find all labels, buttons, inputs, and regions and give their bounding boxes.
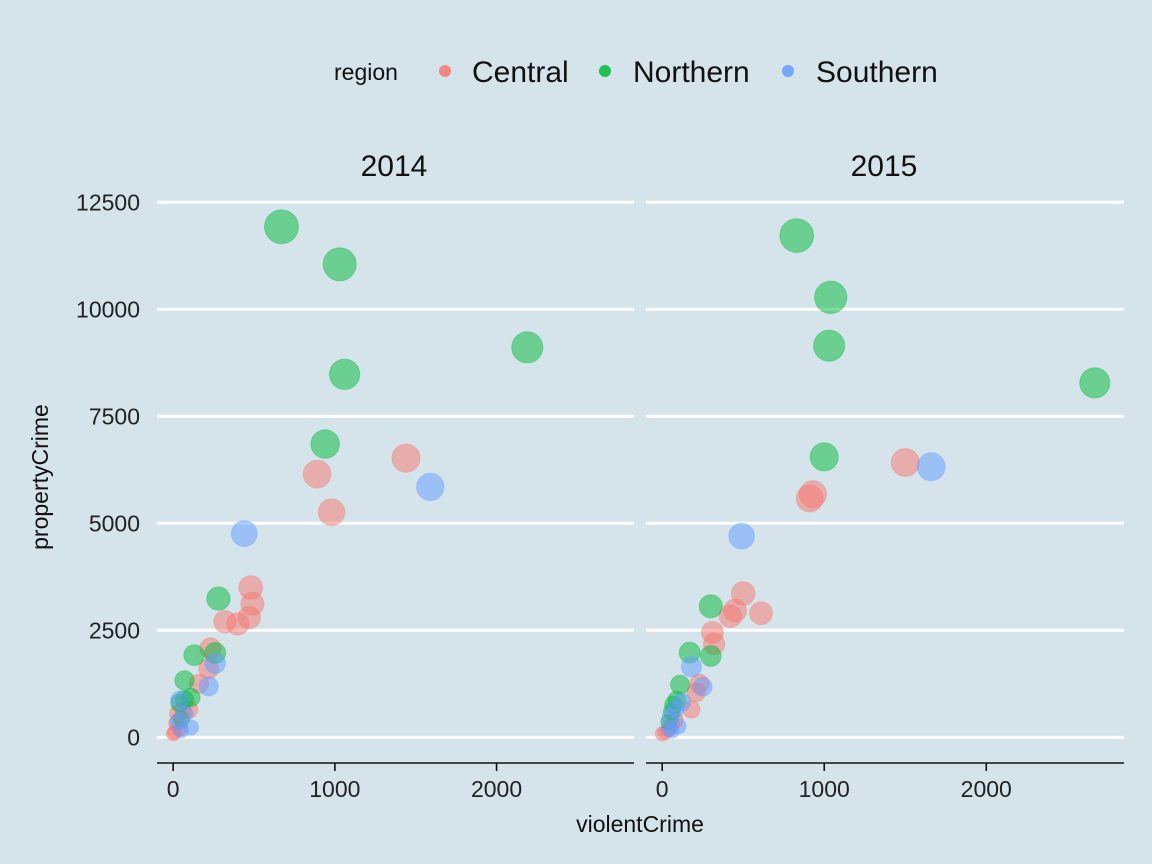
legend-key-northern bbox=[599, 65, 611, 77]
data-point-northern-2014 bbox=[322, 247, 357, 282]
x-tick-label: 0 bbox=[167, 776, 180, 802]
data-point-southern-2015 bbox=[664, 723, 680, 739]
data-point-northern-2014 bbox=[310, 429, 341, 459]
facet-label-2015: 2015 bbox=[851, 150, 918, 183]
data-point-northern-2014 bbox=[183, 644, 206, 666]
y-tick-label: 10000 bbox=[76, 296, 140, 322]
y-tick-label: 5000 bbox=[89, 510, 140, 536]
x-tick-label: 0 bbox=[656, 776, 669, 802]
data-point-southern-2014 bbox=[173, 722, 190, 739]
data-point-southern-2014 bbox=[198, 676, 219, 697]
data-point-northern-2014 bbox=[511, 331, 544, 364]
data-points bbox=[165, 209, 1111, 742]
data-point-central-2014 bbox=[391, 443, 421, 473]
data-point-central-2015 bbox=[749, 601, 773, 626]
legend-label-northern: Northern bbox=[633, 56, 750, 89]
data-point-northern-2015 bbox=[779, 218, 815, 254]
legend: region Central Northern Southern bbox=[334, 56, 938, 89]
x-tick-label: 1000 bbox=[799, 776, 850, 802]
data-point-northern-2014 bbox=[264, 209, 299, 245]
data-point-southern-2015 bbox=[692, 676, 713, 697]
data-point-northern-2014 bbox=[206, 586, 231, 611]
data-point-southern-2014 bbox=[416, 472, 445, 502]
data-point-central-2015 bbox=[795, 484, 824, 513]
data-point-northern-2015 bbox=[809, 442, 839, 472]
x-tick-label: 1000 bbox=[309, 776, 360, 802]
x-tick-label: 2000 bbox=[471, 776, 522, 802]
data-point-northern-2015 bbox=[814, 280, 848, 314]
gridlines bbox=[157, 200, 1124, 739]
y-tick-label: 7500 bbox=[89, 403, 140, 429]
x-axis-title: violentCrime bbox=[576, 811, 704, 837]
legend-title: region bbox=[334, 59, 398, 85]
data-point-northern-2015 bbox=[698, 594, 723, 619]
x-tick-label: 2000 bbox=[961, 776, 1012, 802]
data-point-northern-2015 bbox=[1079, 367, 1111, 399]
data-point-northern-2015 bbox=[813, 329, 846, 362]
data-point-central-2014 bbox=[302, 459, 332, 489]
y-axis-title: propertyCrime bbox=[27, 404, 53, 550]
data-point-central-2014 bbox=[317, 498, 346, 527]
data-point-northern-2014 bbox=[174, 670, 195, 691]
facet-label-2014: 2014 bbox=[361, 150, 428, 183]
y-tick-label: 2500 bbox=[89, 617, 140, 643]
data-point-southern-2015 bbox=[680, 656, 703, 678]
data-point-southern-2014 bbox=[204, 652, 226, 674]
legend-label-southern: Southern bbox=[816, 56, 938, 89]
data-point-central-2014 bbox=[213, 610, 237, 634]
data-point-central-2015 bbox=[890, 448, 920, 477]
data-point-southern-2014 bbox=[230, 520, 258, 547]
legend-key-central bbox=[439, 65, 451, 77]
y-tick-label: 0 bbox=[127, 724, 140, 750]
data-point-southern-2015 bbox=[728, 522, 755, 550]
legend-label-central: Central bbox=[472, 56, 569, 89]
data-point-northern-2015 bbox=[699, 645, 722, 667]
data-point-central-2015 bbox=[718, 604, 743, 629]
axes: 0 2500 5000 7500 10000 12500 0 1000 2000 0 1000 200… bbox=[76, 189, 1124, 802]
data-point-northern-2014 bbox=[328, 358, 361, 390]
legend-key-southern bbox=[782, 65, 794, 77]
y-tick-label: 12500 bbox=[76, 189, 140, 215]
data-point-southern-2015 bbox=[916, 452, 946, 482]
